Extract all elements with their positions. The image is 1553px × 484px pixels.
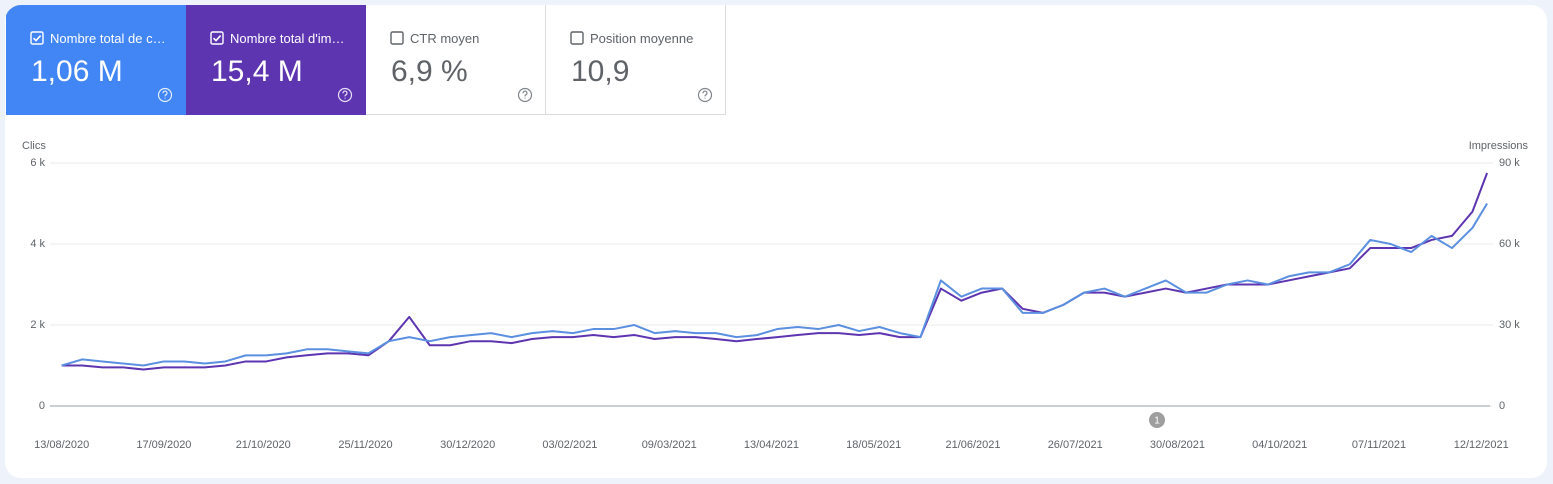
help-icon[interactable] — [697, 87, 713, 103]
help-circle — [157, 87, 173, 103]
chart: Clics Impressions 0 2 k 4 k 6 k 0 30 k 60 k 90 … — [22, 140, 1529, 451]
y2-tick-label: 0 — [1499, 400, 1505, 412]
x-tick-label: 18/05/2021 — [846, 439, 901, 451]
x-tick-label: 30/12/2020 — [440, 439, 495, 451]
x-tick-label: 17/09/2020 — [136, 439, 191, 451]
x-tick-label: 21/10/2020 — [236, 439, 291, 451]
annotation-dot — [1149, 412, 1166, 428]
x-tick-label: 13/08/2020 — [34, 439, 89, 451]
help-icon[interactable] — [337, 87, 353, 103]
help-circle — [697, 87, 713, 103]
help-circle — [517, 87, 533, 103]
checkbox-box — [30, 31, 44, 45]
annotation-label: 1 — [1154, 416, 1160, 427]
x-tick-label: 07/11/2021 — [1352, 439, 1406, 451]
metric-card[interactable]: Nombre total de c… 1,06 M — [6, 5, 186, 115]
series-line — [61, 202, 1488, 367]
help-icon[interactable] — [517, 87, 533, 103]
metric-value: 6,9 % — [391, 55, 468, 88]
metric-label: Nombre total de c… — [50, 31, 166, 46]
metric-card[interactable]: Position moyenne 10,9 — [546, 5, 726, 115]
x-tick-label: 30/08/2021 — [1150, 439, 1205, 451]
checkmark — [212, 35, 222, 42]
metric-label: Nombre total d'im… — [230, 31, 345, 46]
checkbox[interactable] — [30, 31, 44, 45]
performance-panel: Clics Impressions 0 2 k 4 k 6 k 0 30 k 60 k 90 … — [5, 5, 1547, 478]
help-circle — [337, 87, 353, 103]
checkbox-box — [210, 31, 224, 45]
x-tick-label: 26/07/2021 — [1048, 439, 1103, 451]
x-tick-label: 21/06/2021 — [945, 439, 1000, 451]
metric-label: CTR moyen — [410, 31, 480, 46]
series-line — [61, 172, 1489, 371]
y-tick-label: 6 k — [30, 157, 45, 169]
checkbox[interactable] — [210, 31, 224, 45]
annotation[interactable]: 1 — [1149, 412, 1166, 428]
metric-value: 1,06 M — [31, 55, 123, 88]
help-glyph — [522, 90, 528, 99]
y-tick-label: 2 k — [30, 319, 45, 331]
x-tick-label: 03/02/2021 — [542, 439, 597, 451]
checkmark — [32, 35, 42, 42]
x-tick-label: 09/03/2021 — [642, 439, 697, 451]
y2-tick-label: 60 k — [1499, 238, 1520, 250]
checkbox-box — [390, 31, 404, 45]
checkbox[interactable] — [570, 31, 584, 45]
checkbox-box — [570, 31, 584, 45]
metric-value: 15,4 M — [211, 55, 303, 88]
y-axis-title: Clics — [22, 140, 46, 152]
y2-tick-label: 30 k — [1499, 319, 1520, 331]
y-tick-label: 4 k — [30, 238, 45, 250]
x-tick-label: 13/04/2021 — [744, 439, 799, 451]
metric-label: Position moyenne — [590, 31, 694, 46]
y-tick-label: 0 — [39, 400, 45, 412]
help-glyph — [162, 90, 168, 99]
x-tick-label: 04/10/2021 — [1252, 439, 1307, 451]
y2-axis-title: Impressions — [1469, 140, 1529, 152]
y2-tick-label: 90 k — [1499, 157, 1520, 169]
help-glyph — [342, 90, 348, 99]
help-glyph — [702, 90, 708, 99]
help-icon[interactable] — [157, 87, 173, 103]
checkbox[interactable] — [390, 31, 404, 45]
metric-card[interactable]: CTR moyen 6,9 % — [366, 5, 546, 115]
metric-value: 10,9 — [571, 55, 630, 88]
x-tick-label: 12/12/2021 — [1454, 439, 1509, 451]
x-tick-label: 25/11/2020 — [338, 439, 392, 451]
metric-card[interactable]: Nombre total d'im… 15,4 M — [186, 5, 366, 115]
